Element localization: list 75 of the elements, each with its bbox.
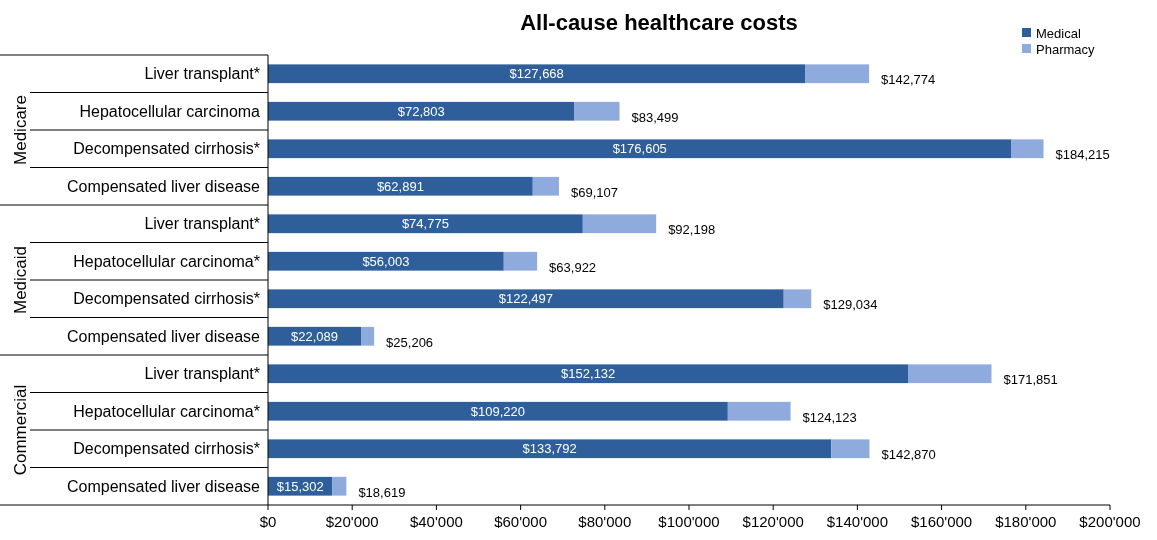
total-label: $184,215 (1055, 147, 1110, 163)
text: Commercial (10, 384, 30, 476)
y-tick-label: Liver transplant* (144, 65, 260, 83)
x-tick-label: $160'000 (910, 513, 973, 530)
x-tick-label: $180'000 (995, 513, 1057, 530)
data-label: $152,132 (561, 366, 616, 382)
y-tick-label: Compensated liver disease (67, 327, 261, 345)
y-tick-label: Decompensated cirrhosis* (73, 290, 260, 308)
bar (268, 64, 806, 84)
bar (268, 364, 909, 384)
legend-label: Medical (1036, 25, 1081, 41)
data-label: $127,668 (509, 66, 564, 82)
total-label: $83,499 (631, 109, 679, 125)
bar (582, 214, 657, 234)
bar (268, 139, 1012, 159)
bar (268, 176, 533, 196)
total-label: $129,034 (823, 297, 878, 313)
bar (268, 289, 784, 309)
bar (268, 439, 832, 459)
y-tick-label: Decompensated cirrhosis* (73, 440, 260, 458)
y-tick-label: Liver transplant* (144, 365, 260, 383)
total-label: $69,107 (570, 184, 618, 200)
text: Medicare (10, 95, 30, 165)
data-label: $176,605 (612, 141, 667, 157)
x-tick-label: $120'000 (742, 513, 804, 530)
bar (727, 401, 791, 421)
total-label: $92,198 (668, 222, 716, 238)
total-label: $142,870 (881, 447, 936, 463)
data-label: $133,792 (522, 441, 577, 457)
bar (268, 101, 575, 121)
total-label: $171,851 (1003, 372, 1058, 388)
bar (268, 214, 583, 234)
bar (831, 439, 870, 459)
y-tick-label: Liver transplant* (144, 215, 260, 233)
bar (1011, 139, 1044, 159)
x-tick-label: $200'000 (1079, 513, 1141, 530)
data-label: $72,803 (397, 103, 445, 119)
bar (532, 176, 559, 196)
x-tick-label: $100'000 (658, 513, 720, 530)
total-label: $18,619 (358, 484, 406, 500)
x-tick-label: $60'000 (494, 513, 548, 530)
data-label: $122,497 (498, 291, 553, 307)
y-tick-label: Hepatocellular carcinoma* (73, 402, 260, 420)
total-label: $63,922 (549, 259, 597, 275)
x-tick-label: $0 (259, 513, 277, 530)
data-label: $56,003 (362, 253, 410, 269)
chart-title: All-cause healthcare costs (520, 10, 798, 35)
x-tick-label: $20'000 (325, 513, 379, 530)
total-label: $124,123 (802, 409, 857, 425)
y-tick-label: Compensated liver disease (67, 477, 261, 495)
bar (574, 101, 620, 121)
bar (332, 476, 347, 496)
legend-label: Pharmacy (1036, 41, 1096, 57)
data-label: $74,775 (401, 216, 449, 232)
y-tick-label: Hepatocellular carcinoma* (73, 252, 260, 270)
data-label: $22,089 (291, 328, 338, 344)
bar (268, 401, 728, 421)
data-label: $15,302 (276, 478, 324, 494)
bar (503, 251, 538, 271)
bar (783, 289, 812, 309)
total-label: $25,206 (386, 334, 434, 350)
x-tick-label: $80'000 (578, 513, 632, 530)
bar (361, 326, 375, 346)
bar (908, 364, 992, 384)
data-label: $62,891 (376, 178, 424, 194)
x-tick-label: $40'000 (409, 513, 463, 530)
y-tick-label: Hepatocellular carcinoma (79, 102, 261, 120)
bar (805, 64, 870, 84)
text: Medicaid (10, 245, 30, 315)
x-tick-label: $140'000 (826, 513, 889, 530)
total-label: $142,774 (881, 72, 936, 88)
bar (268, 251, 504, 271)
y-tick-label: Compensated liver disease (67, 177, 261, 195)
data-label: $109,220 (470, 403, 526, 419)
y-tick-label: Decompensated cirrhosis* (73, 140, 260, 158)
